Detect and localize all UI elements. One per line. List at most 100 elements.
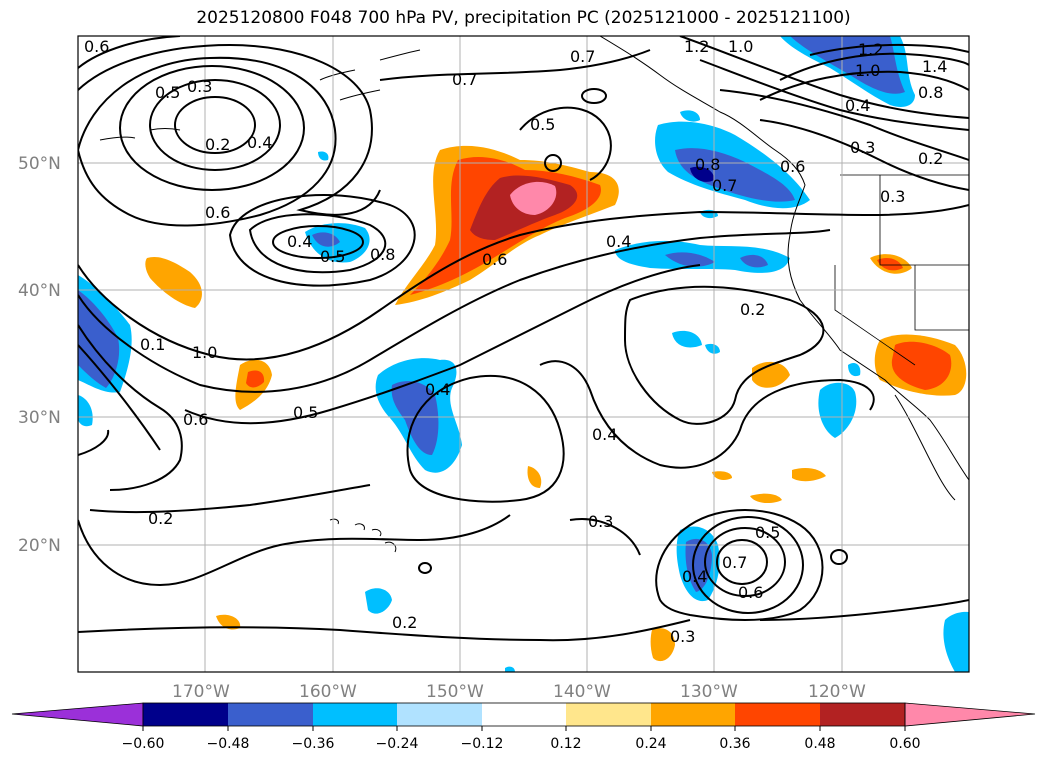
pv-contour bbox=[539, 360, 875, 469]
contour-label: 0.7 bbox=[570, 47, 595, 66]
contour-label: 0.4 bbox=[682, 567, 707, 586]
colorbar-ticks bbox=[142, 726, 906, 731]
contour-label: 1.4 bbox=[922, 57, 947, 76]
contour-label: 0.3 bbox=[850, 138, 875, 157]
precip-negative-region bbox=[365, 588, 392, 614]
precip-negative-region bbox=[740, 254, 768, 268]
pv-contour bbox=[78, 429, 110, 456]
contour-label: 0.2 bbox=[392, 613, 417, 632]
coastline-hawaii bbox=[329, 518, 397, 553]
contour-label: 0.2 bbox=[205, 135, 230, 154]
contour-label: 0.5 bbox=[530, 115, 555, 134]
precip-negative-region bbox=[78, 290, 120, 388]
pv-contour bbox=[581, 88, 607, 104]
latitude-labels: 50°N 40°N 30°N 20°N bbox=[18, 154, 61, 556]
contour-label: 0.6 bbox=[183, 410, 208, 429]
precip-positive-region bbox=[527, 466, 542, 488]
contour-label: 0.7 bbox=[452, 70, 477, 89]
precip-negative-region bbox=[78, 395, 93, 427]
contour-label: 0.5 bbox=[755, 523, 780, 542]
pv-contour bbox=[779, 52, 969, 81]
pv-contour bbox=[406, 374, 565, 503]
pv-contour bbox=[149, 79, 281, 171]
contour-label: 0.6 bbox=[84, 37, 109, 56]
pv-contour bbox=[248, 213, 387, 274]
precip-negative-region bbox=[675, 148, 795, 202]
contour-label: 0.8 bbox=[918, 83, 943, 102]
pv-contour bbox=[174, 96, 256, 154]
precip-positive-region bbox=[891, 341, 952, 390]
contour-label: 0.6 bbox=[738, 583, 763, 602]
contour-label: 1.2 bbox=[684, 37, 709, 56]
colorbar-tick-label: −0.36 bbox=[292, 736, 335, 752]
precip-negative-region bbox=[318, 151, 329, 161]
contour-label: 0.3 bbox=[880, 187, 905, 206]
colorbar-tick-label: 0.36 bbox=[719, 736, 750, 752]
lon-label: 120°W bbox=[808, 682, 866, 702]
colorbar-tick-label: 0.12 bbox=[550, 736, 581, 752]
colorbar-segment bbox=[143, 703, 228, 726]
pv-contour bbox=[519, 106, 612, 181]
lon-label: 140°W bbox=[553, 682, 611, 702]
colorbar-segment bbox=[228, 703, 313, 726]
colorbar-tick-label: 0.60 bbox=[889, 736, 920, 752]
contour-label: 0.4 bbox=[845, 96, 870, 115]
pv-contour bbox=[418, 562, 432, 574]
contour-label: 0.4 bbox=[287, 232, 312, 251]
contour-label: 0.6 bbox=[780, 157, 805, 176]
precip-negative-region bbox=[943, 611, 969, 672]
contour-label: 0.5 bbox=[293, 403, 318, 422]
colorbar-tick-label: 0.24 bbox=[635, 736, 666, 752]
colorbar: −0.60 −0.48 −0.36 −0.24 −0.12 0.12 0.24 … bbox=[11, 702, 1036, 752]
precip-positive-region bbox=[246, 370, 265, 388]
pv-contour bbox=[704, 527, 786, 597]
contour-label: 0.3 bbox=[187, 77, 212, 96]
pv-contour bbox=[78, 619, 691, 642]
contour-label: 0.5 bbox=[320, 247, 345, 266]
colorbar-low-extension bbox=[11, 702, 144, 727]
pv-contour bbox=[830, 549, 848, 565]
contour-label: 0.2 bbox=[148, 509, 173, 528]
pv-contour bbox=[89, 484, 371, 514]
pv-contour bbox=[78, 43, 381, 216]
pv-contour bbox=[228, 194, 416, 287]
pv-contour bbox=[623, 285, 825, 425]
colorbar-tick-label: −0.48 bbox=[207, 736, 250, 752]
contour-labels: 0.6 0.5 0.3 0.2 0.4 0.6 0.4 0.5 0.8 0.7 … bbox=[84, 37, 947, 646]
pv-contour bbox=[759, 119, 969, 191]
pv-contour bbox=[759, 70, 969, 101]
coastline-north-america bbox=[599, 36, 969, 481]
contour-label: 0.4 bbox=[247, 133, 272, 152]
precip-positive-region bbox=[650, 628, 675, 662]
coastline-aleutians bbox=[99, 49, 421, 141]
precip-positive-region bbox=[145, 256, 202, 308]
contour-label: 0.1 bbox=[140, 335, 165, 354]
pv-contour bbox=[78, 264, 701, 451]
lon-label: 150°W bbox=[426, 682, 484, 702]
map-frame bbox=[77, 35, 970, 673]
contour-label: 0.4 bbox=[425, 380, 450, 399]
lon-label: 160°W bbox=[299, 682, 357, 702]
pv-contour bbox=[719, 89, 969, 161]
contour-label: 0.2 bbox=[918, 149, 943, 168]
precip-positive-region bbox=[510, 181, 557, 215]
pv-contour bbox=[78, 56, 337, 227]
pv-contour bbox=[272, 225, 364, 259]
colorbar-segment bbox=[397, 703, 482, 726]
contour-label: 0.8 bbox=[695, 155, 720, 174]
contour-label: 1.0 bbox=[855, 61, 880, 80]
precip-negative-region bbox=[685, 538, 712, 592]
colorbar-segment bbox=[313, 703, 397, 726]
pv-contour bbox=[78, 204, 969, 361]
pv-contour bbox=[78, 229, 831, 393]
contour-label: 0.7 bbox=[722, 553, 747, 572]
colorbar-high-extension bbox=[904, 702, 1036, 727]
pv-contour bbox=[699, 59, 969, 131]
precip-negative-region bbox=[672, 330, 702, 348]
lat-label: 30°N bbox=[18, 408, 61, 428]
contour-label: 0.5 bbox=[155, 83, 180, 102]
pv-contour bbox=[78, 36, 181, 69]
lon-label: 130°W bbox=[680, 682, 738, 702]
pv-contour bbox=[379, 49, 651, 81]
colorbar-segment bbox=[820, 703, 905, 726]
